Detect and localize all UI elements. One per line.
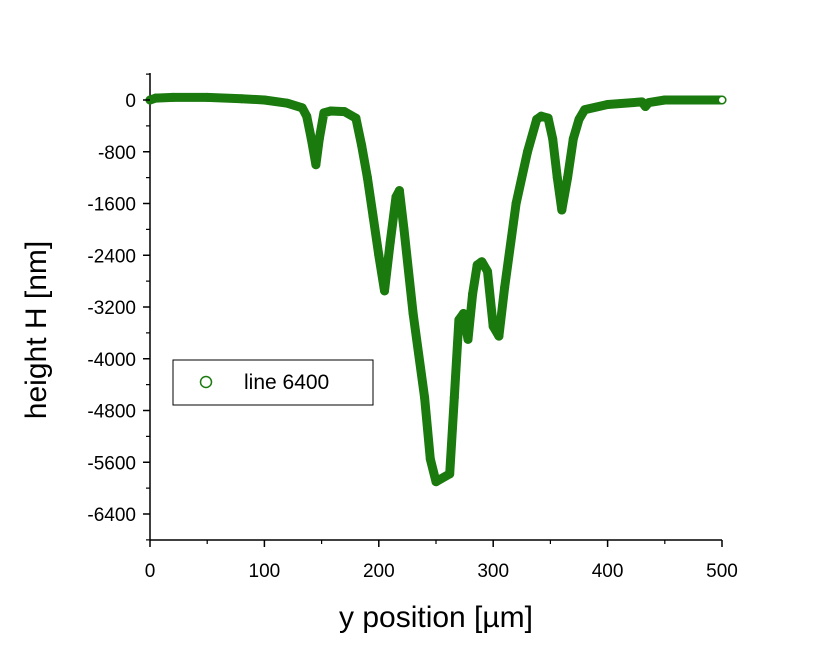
x-tick-label: 500 bbox=[706, 561, 738, 582]
data-point bbox=[314, 134, 324, 144]
data-point bbox=[202, 92, 212, 102]
data-point bbox=[454, 315, 464, 325]
legend-box bbox=[172, 359, 374, 406]
y-axis-title: height H [nm] bbox=[20, 241, 53, 419]
data-point-end bbox=[718, 96, 726, 104]
data-point bbox=[463, 334, 473, 344]
y-tick-label: -800 bbox=[98, 143, 136, 164]
x-tick-label: 200 bbox=[363, 561, 395, 582]
data-point bbox=[420, 393, 430, 403]
data-point bbox=[543, 113, 553, 123]
x-axis-ticks: 0 100 200 300 400 500 bbox=[145, 540, 738, 582]
y-tick-label: -5600 bbox=[87, 453, 136, 474]
data-point bbox=[302, 111, 312, 121]
x-tick-label: 100 bbox=[249, 561, 281, 582]
data-point bbox=[368, 211, 378, 221]
data-point bbox=[237, 94, 247, 104]
y-tick-label: 0 bbox=[125, 91, 136, 112]
data-point bbox=[683, 95, 693, 105]
data-point bbox=[357, 140, 367, 150]
data-point bbox=[394, 186, 404, 196]
y-tick-label: -4800 bbox=[87, 402, 136, 423]
data-point bbox=[580, 105, 590, 115]
y-tick-label: -2400 bbox=[87, 246, 136, 267]
y-axis-ticks: 0 -800 -1600 -2400 -3200 -4000 -4800 -5600 -6400 bbox=[87, 73, 150, 541]
legend-label: line 6400 bbox=[244, 371, 329, 394]
data-point bbox=[563, 173, 573, 183]
legend-marker bbox=[199, 375, 213, 389]
x-tick-label: 0 bbox=[145, 561, 156, 582]
data-point bbox=[482, 266, 492, 276]
data-point bbox=[408, 308, 418, 318]
data-point bbox=[536, 111, 546, 121]
data-point bbox=[431, 477, 441, 487]
data-point bbox=[351, 113, 361, 123]
data-point bbox=[311, 160, 321, 170]
data-point bbox=[468, 289, 478, 299]
data-point bbox=[259, 95, 269, 105]
data-point bbox=[306, 134, 316, 144]
data-point bbox=[511, 199, 521, 208]
series-line bbox=[145, 92, 727, 487]
data-point bbox=[168, 92, 178, 102]
y-tick-label: -1600 bbox=[87, 195, 136, 216]
data-point bbox=[552, 173, 562, 183]
data-point bbox=[319, 108, 329, 118]
y-tick-label: -4000 bbox=[87, 350, 136, 371]
x-axis-title: y position [µm] bbox=[339, 601, 533, 634]
data-point bbox=[500, 283, 510, 293]
x-tick-label: 400 bbox=[592, 561, 624, 582]
data-point bbox=[458, 308, 468, 318]
data-point bbox=[297, 103, 307, 113]
data-point bbox=[362, 173, 372, 183]
data-point bbox=[425, 454, 435, 464]
data-point bbox=[339, 107, 349, 117]
data-point bbox=[557, 205, 567, 215]
data-point bbox=[488, 321, 498, 331]
y-tick-label: -3200 bbox=[87, 298, 136, 319]
data-point bbox=[494, 331, 504, 341]
data-point bbox=[660, 95, 670, 105]
data-point bbox=[603, 100, 613, 110]
data-point bbox=[644, 98, 654, 108]
x-tick-label: 300 bbox=[477, 561, 509, 582]
data-point bbox=[574, 114, 584, 124]
data-point bbox=[568, 134, 578, 144]
data-point bbox=[282, 98, 292, 108]
data-point bbox=[151, 93, 161, 103]
data-point bbox=[445, 469, 455, 479]
data-point bbox=[449, 393, 459, 403]
data-point bbox=[399, 224, 409, 234]
data-point bbox=[380, 286, 390, 296]
data-point bbox=[523, 147, 533, 157]
data-point bbox=[477, 257, 487, 267]
data-point bbox=[548, 134, 558, 144]
y-tick-label: -6400 bbox=[87, 505, 136, 526]
plot-series bbox=[145, 92, 727, 487]
legend: line 6400 bbox=[172, 359, 374, 406]
data-point bbox=[326, 106, 336, 116]
data-point bbox=[385, 237, 395, 247]
data-point bbox=[374, 250, 384, 260]
